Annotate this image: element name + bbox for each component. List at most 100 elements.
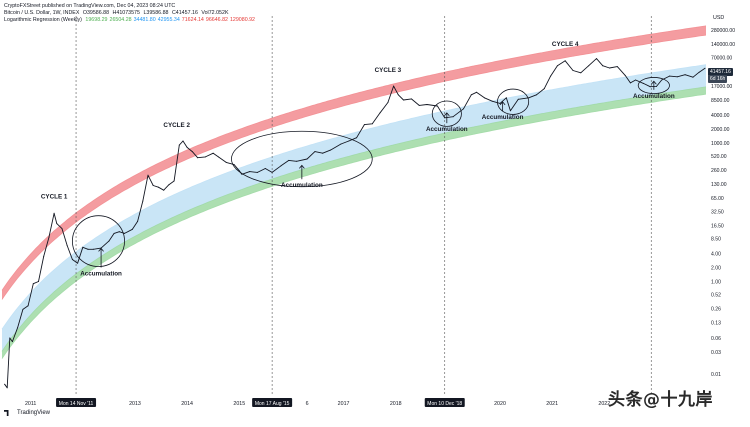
price-point	[168, 184, 170, 186]
price-point	[212, 152, 214, 154]
price-point	[656, 85, 657, 87]
price-point	[505, 97, 507, 99]
price-point	[147, 174, 149, 176]
price-point	[124, 232, 125, 234]
y-tick-label: 2.00	[711, 266, 721, 272]
y-tick-label: 65.00	[711, 196, 724, 202]
x-tick-label: 2022	[598, 401, 610, 407]
currency-label: USD	[713, 15, 725, 21]
price-point	[163, 189, 165, 191]
price-point	[38, 281, 39, 282]
price-point	[418, 104, 420, 106]
symbol-ohlc-line: Bitcoin / U.S. Dollar, 1W, INDEX O39586.…	[4, 10, 230, 17]
tradingview-logo-icon	[4, 410, 9, 416]
price-point	[108, 240, 110, 242]
regression-bands	[1, 25, 706, 359]
accumulation-arrowhead	[98, 247, 104, 252]
y-tick-label: 260.00	[711, 168, 727, 174]
price-point	[669, 75, 670, 77]
y-tick-label: 0.26	[711, 307, 721, 313]
price-series	[4, 58, 706, 389]
price-point	[596, 58, 597, 60]
accumulation-arrowhead	[299, 164, 305, 169]
price-point	[197, 157, 199, 159]
price-point	[6, 387, 8, 389]
price-point	[363, 124, 365, 126]
price-point	[82, 246, 84, 248]
indicator-value: 96646.82	[205, 17, 228, 23]
price-point	[426, 104, 428, 105]
price-point	[137, 220, 139, 222]
indicator-value: 71624.14	[181, 17, 204, 23]
price-point	[233, 164, 235, 166]
price-point	[580, 72, 582, 74]
x-tick-label: 2014	[181, 401, 193, 407]
price-point	[71, 259, 73, 260]
price-point	[564, 60, 566, 62]
accumulation-arrowhead	[651, 80, 657, 85]
price-point	[483, 97, 485, 99]
price-point	[635, 79, 637, 81]
indicator-value: 129080.92	[229, 17, 256, 23]
x-tick-label: 2018	[390, 401, 402, 407]
price-point	[288, 159, 290, 161]
price-point	[684, 74, 686, 76]
price-point	[157, 186, 159, 188]
y-tick-label: 0.52	[711, 293, 721, 299]
time-axis: Mon 14 Nov '11 Mon 17 Aug '15 Mon 10 Dec '…	[25, 398, 610, 407]
indicator-name[interactable]: Logarithmic Regression (Weekly)	[4, 17, 82, 23]
ohlc-open: O39586.88	[82, 10, 110, 16]
publisher-line: CryptoFXStreet published on TradingView.…	[4, 3, 176, 9]
cycle-label: CYCLE 3	[375, 67, 402, 74]
price-point	[249, 171, 251, 173]
price-point	[191, 151, 193, 153]
accumulation-arrowhead	[499, 101, 506, 106]
price-point	[676, 76, 678, 78]
cycle-label: CYCLE 1	[41, 194, 68, 201]
price-point	[173, 180, 175, 182]
price-point	[379, 112, 381, 114]
price-point	[692, 76, 694, 78]
blue-regression-band-edge	[1, 86, 706, 352]
y-tick-label: 130.00	[711, 182, 727, 188]
price-point	[661, 79, 663, 81]
price-point	[22, 308, 24, 310]
price-point	[27, 305, 29, 307]
price-point	[397, 94, 399, 96]
price-point	[624, 74, 626, 76]
ohlc-high: H41073575	[112, 10, 140, 16]
price-point	[182, 140, 184, 142]
y-tick-label: 280000.00	[711, 28, 735, 34]
price-point	[491, 100, 493, 102]
tradingview-logo[interactable]: TradingView	[4, 410, 50, 416]
accumulation-label: Accumulation	[482, 114, 524, 121]
bar-countdown-tag: 6d 16h	[708, 75, 728, 83]
y-tick-label: 1000.00	[711, 141, 730, 147]
price-point	[340, 143, 342, 145]
price-point	[11, 341, 13, 343]
y-tick-label: 0.13	[711, 320, 721, 326]
price-point	[306, 158, 308, 160]
blue-regression-band-edge	[1, 64, 706, 330]
price-point	[517, 98, 519, 100]
y-tick-label: 8.50	[711, 237, 721, 243]
price-point	[61, 228, 63, 230]
price-point	[463, 108, 464, 110]
accumulation-ellipse	[637, 77, 670, 95]
price-point	[444, 117, 446, 119]
price-point	[550, 75, 552, 77]
x-tick-label: 2021	[546, 401, 558, 407]
price-point	[476, 91, 477, 93]
accumulation-label: Accumulation	[426, 126, 468, 133]
price-point	[152, 185, 154, 186]
y-tick-label: 8500.00	[711, 98, 730, 104]
price-point	[387, 102, 389, 103]
y-tick-label: 140000.00	[711, 42, 735, 48]
price-point	[48, 237, 50, 238]
symbol-name[interactable]: Bitcoin / U.S. Dollar, 1W, INDEX	[4, 10, 80, 16]
accumulation-label: Accumulation	[633, 93, 675, 100]
price-point	[131, 228, 133, 230]
accumulation-ellipse	[497, 88, 530, 115]
